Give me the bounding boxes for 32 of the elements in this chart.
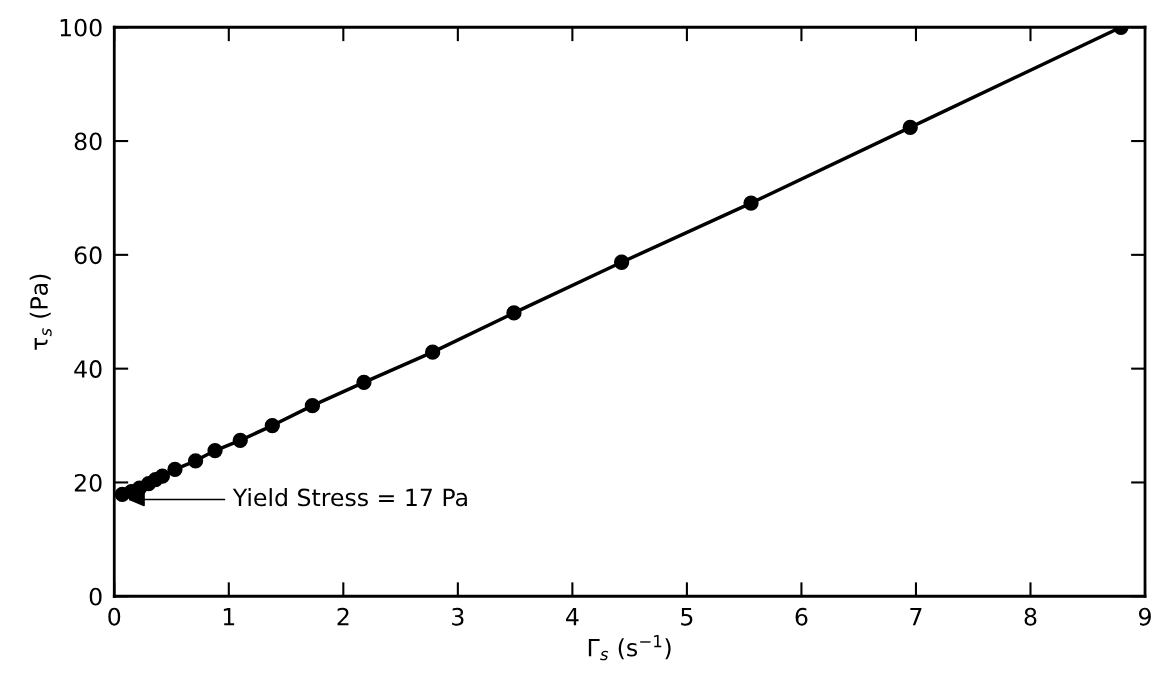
x-tick-label: 7: [910, 608, 922, 626]
point: [613, 254, 630, 270]
x-tick-label: 9: [1138, 607, 1151, 626]
point: [506, 305, 522, 321]
x-tick-label: 5: [681, 608, 693, 626]
y-tick-label: 40: [74, 360, 102, 378]
x-tick-label: 4: [566, 608, 579, 626]
x-axis-title: Γ$_{s}$ (s$^{−1}$): [588, 635, 671, 661]
x-tick-label: 3: [452, 607, 464, 626]
y-tick-label: 100: [60, 18, 102, 37]
y-tick-label: 20: [74, 473, 102, 492]
point: [232, 432, 248, 448]
point: [743, 195, 759, 211]
point: [207, 442, 223, 459]
point: [167, 461, 183, 478]
x-tick-label: 8: [1024, 607, 1037, 626]
x-tick-label: 6: [795, 607, 808, 626]
y-tick-label: 0: [89, 587, 102, 606]
point: [187, 453, 204, 469]
y-tick-label: 80: [74, 132, 102, 151]
annotation: Yield Stress = 17 Pa: [232, 488, 467, 507]
point: [356, 374, 372, 390]
y-axis-title: τ$_{s}$ (Pa): [29, 274, 52, 350]
point: [264, 417, 280, 434]
y-tick-label: 60: [74, 246, 102, 265]
point: [425, 344, 441, 360]
point: [304, 397, 321, 414]
x-tick-label: 0: [108, 607, 121, 626]
x-tick-label: 2: [337, 607, 349, 626]
point: [154, 468, 171, 484]
x-tick-label: 1: [223, 608, 235, 626]
point: [902, 119, 918, 136]
